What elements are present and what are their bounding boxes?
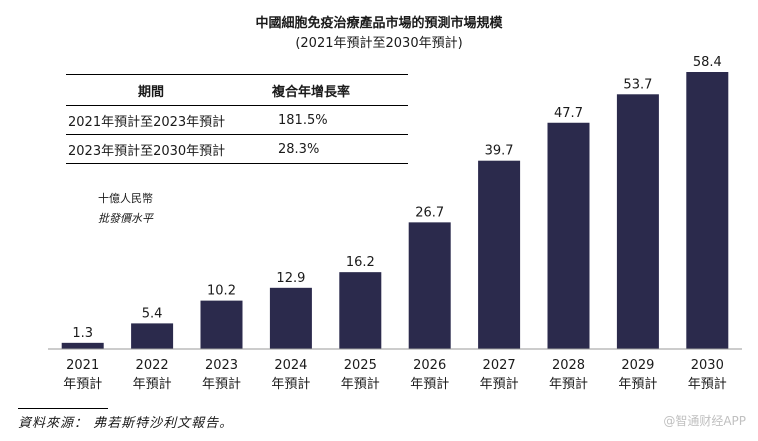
unit-label: 十億人民幣 [98, 192, 153, 205]
chart-subtitle: (2021年預計至2030年預計) [295, 36, 463, 51]
table-row: 2021年預計至2023年預計 181.5% [66, 106, 408, 135]
data-label: 58.4 [693, 55, 722, 70]
x-tick-suffix: 年預計 [202, 376, 241, 392]
data-label: 53.7 [623, 77, 652, 92]
cagr-period-cell: 2021年預計至2023年預計 [68, 114, 226, 130]
cagr-header-row: 期間 複合年增長率 [66, 74, 408, 106]
source-note: 資料來源： 弗若斯特沙利文報告。 [18, 416, 234, 431]
bar [131, 323, 174, 349]
x-tick-label: 2024 [274, 358, 307, 373]
x-tick-label: 2026 [413, 358, 446, 373]
cagr-rate-cell: 181.5% [278, 112, 328, 128]
bar [61, 342, 104, 349]
x-tick-suffix: 年預計 [480, 376, 519, 392]
data-label: 5.4 [142, 306, 163, 321]
data-label: 39.7 [485, 144, 514, 159]
x-tick-suffix: 年預計 [133, 376, 172, 392]
data-label: 16.2 [346, 255, 375, 270]
bar [200, 300, 243, 349]
data-label: 26.7 [415, 205, 444, 220]
data-label: 47.7 [554, 106, 583, 121]
x-tick-suffix: 年預計 [549, 376, 588, 392]
x-tick-label: 2023 [205, 358, 238, 373]
bar [478, 160, 521, 349]
x-tick-suffix: 年預計 [410, 376, 449, 392]
data-label: 10.2 [207, 284, 236, 299]
cagr-header-period: 期間 [138, 84, 165, 100]
bar [408, 222, 451, 349]
x-tick-label: 2028 [552, 358, 585, 373]
bar [339, 272, 382, 349]
bar [547, 122, 590, 349]
x-tick-label: 2027 [483, 358, 516, 373]
x-tick-label: 2022 [136, 358, 169, 373]
x-tick-suffix: 年預計 [688, 376, 727, 392]
x-tick-label: 2030 [691, 358, 724, 373]
data-label: 1.3 [72, 326, 93, 341]
bar [269, 287, 312, 349]
x-tick-label: 2021 [66, 358, 99, 373]
x-tick-suffix: 年預計 [63, 376, 102, 392]
cagr-period-cell: 2023年預計至2030年預計 [68, 143, 226, 159]
x-tick-suffix: 年預計 [271, 376, 310, 392]
table-row: 2023年預計至2030年預計 28.3% [66, 135, 408, 163]
chart-title: 中國細胞免疫治療產品市場的預測市場規模 [255, 16, 503, 31]
x-tick-label: 2025 [344, 358, 377, 373]
x-tick-suffix: 年預計 [618, 376, 657, 392]
unit-note: 批發價水平 [98, 212, 153, 225]
x-tick-label: 2029 [621, 358, 654, 373]
bar [616, 94, 659, 349]
cagr-header-rate: 複合年增長率 [272, 84, 351, 100]
cagr-table: 期間 複合年增長率 2021年預計至2023年預計 181.5% 2023年預計… [66, 74, 408, 164]
source-divider [18, 408, 108, 409]
x-tick-suffix: 年預計 [341, 376, 380, 392]
watermark: @智通财经APP [663, 414, 746, 428]
cagr-rate-cell: 28.3% [278, 141, 320, 157]
data-label: 12.9 [276, 271, 305, 286]
bar [686, 72, 729, 349]
